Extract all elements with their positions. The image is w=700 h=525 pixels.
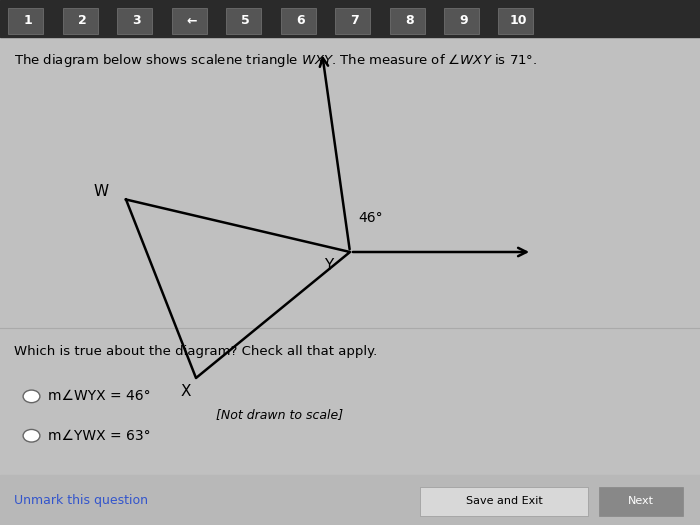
FancyBboxPatch shape bbox=[498, 8, 533, 34]
Text: ←: ← bbox=[186, 15, 197, 27]
Text: Next: Next bbox=[627, 496, 654, 506]
FancyBboxPatch shape bbox=[172, 8, 206, 34]
Text: W: W bbox=[94, 184, 109, 199]
Circle shape bbox=[23, 429, 40, 442]
Text: Y: Y bbox=[324, 258, 334, 272]
Text: 46°: 46° bbox=[358, 211, 384, 225]
FancyBboxPatch shape bbox=[335, 8, 370, 34]
Text: Unmark this question: Unmark this question bbox=[14, 495, 148, 507]
Text: 7: 7 bbox=[350, 15, 359, 27]
FancyBboxPatch shape bbox=[118, 8, 153, 34]
Text: Save and Exit: Save and Exit bbox=[466, 496, 542, 506]
Text: 3: 3 bbox=[132, 15, 141, 27]
Text: 8: 8 bbox=[405, 15, 414, 27]
Text: X: X bbox=[181, 384, 190, 398]
Text: The diagram below shows scalene triangle $\bf{\it{WXY}}$. The measure of $\angle: The diagram below shows scalene triangle… bbox=[14, 52, 538, 69]
Text: 1: 1 bbox=[24, 15, 32, 27]
FancyBboxPatch shape bbox=[281, 8, 316, 34]
Text: 6: 6 bbox=[296, 15, 304, 27]
Bar bbox=[0, 0, 700, 37]
FancyBboxPatch shape bbox=[444, 8, 479, 34]
Text: 10: 10 bbox=[510, 15, 526, 27]
FancyBboxPatch shape bbox=[598, 487, 682, 516]
Text: m∠YWX = 63°: m∠YWX = 63° bbox=[48, 429, 150, 443]
Text: Which is true about the diagram? Check all that apply.: Which is true about the diagram? Check a… bbox=[14, 345, 377, 358]
FancyBboxPatch shape bbox=[8, 8, 43, 34]
Text: 2: 2 bbox=[78, 15, 87, 27]
FancyBboxPatch shape bbox=[389, 8, 424, 34]
Bar bbox=[0, 475, 700, 525]
Text: [Not drawn to scale]: [Not drawn to scale] bbox=[216, 408, 344, 421]
Text: 9: 9 bbox=[459, 15, 468, 27]
FancyBboxPatch shape bbox=[420, 487, 588, 516]
Text: m∠WYX = 46°: m∠WYX = 46° bbox=[48, 390, 150, 403]
FancyBboxPatch shape bbox=[226, 8, 261, 34]
FancyBboxPatch shape bbox=[63, 8, 98, 34]
Circle shape bbox=[23, 390, 40, 403]
Text: 5: 5 bbox=[241, 15, 250, 27]
